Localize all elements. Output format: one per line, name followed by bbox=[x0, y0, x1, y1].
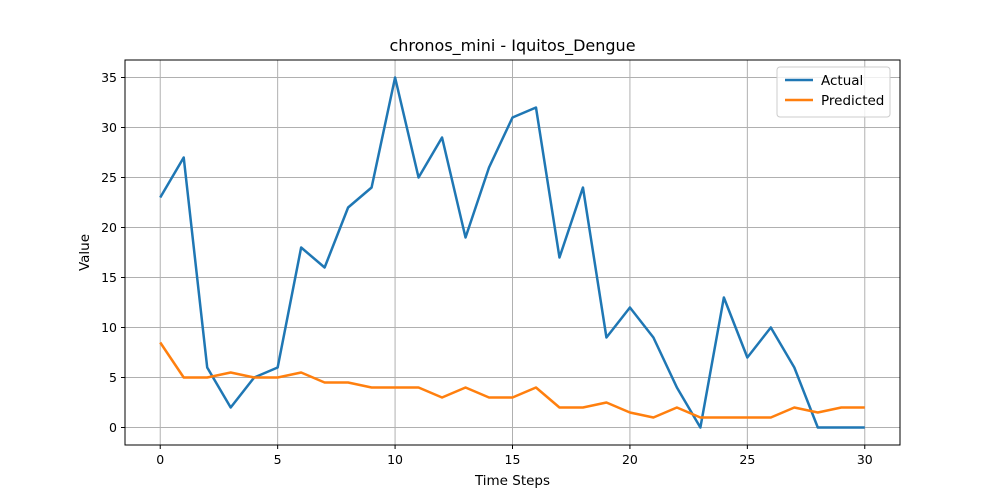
axis-ticks: 0 5 10 15 20 25 30 0 5 10 15 20 25 30 35 bbox=[101, 70, 873, 467]
series-line-actual bbox=[159, 76, 865, 429]
x-tick-label: 30 bbox=[857, 452, 873, 467]
legend: Actual Predicted bbox=[776, 66, 891, 118]
x-tick-label: 0 bbox=[156, 452, 164, 467]
series-line-predicted bbox=[159, 341, 865, 419]
legend-label-actual: Actual bbox=[821, 73, 863, 89]
x-tick-label: 15 bbox=[505, 452, 521, 467]
y-tick-label: 30 bbox=[101, 120, 117, 135]
y-tick-label: 10 bbox=[101, 320, 117, 335]
legend-label-predicted: Predicted bbox=[821, 93, 884, 109]
x-axis-title: Time Steps bbox=[474, 473, 550, 489]
y-tick-label: 0 bbox=[109, 420, 117, 435]
y-axis-title: Value bbox=[77, 234, 93, 271]
chart-title: chronos_mini - Iquitos_Dengue bbox=[389, 36, 635, 56]
x-tick-label: 25 bbox=[739, 452, 755, 467]
y-tick-label: 15 bbox=[101, 270, 117, 285]
x-tick-label: 20 bbox=[622, 452, 638, 467]
series-lines bbox=[159, 76, 865, 429]
x-tick-label: 5 bbox=[274, 452, 282, 467]
y-tick-label: 25 bbox=[101, 170, 117, 185]
x-tick-label: 10 bbox=[387, 452, 403, 467]
y-tick-label: 35 bbox=[101, 70, 117, 85]
y-tick-label: 20 bbox=[101, 220, 117, 235]
y-tick-label: 5 bbox=[109, 370, 117, 385]
